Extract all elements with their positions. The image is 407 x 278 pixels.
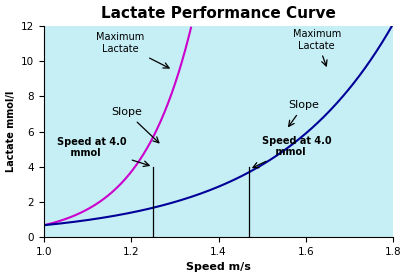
Text: Slope: Slope: [112, 107, 159, 143]
Title: Lactate Performance Curve: Lactate Performance Curve: [101, 6, 336, 21]
Text: Speed at 4.0
    mmol: Speed at 4.0 mmol: [57, 136, 149, 167]
Y-axis label: Lactate mmol/l: Lactate mmol/l: [6, 91, 15, 172]
Text: Maximum
Lactate: Maximum Lactate: [293, 29, 341, 66]
Text: Maximum
Lactate: Maximum Lactate: [96, 33, 169, 68]
Text: Slope: Slope: [288, 100, 319, 126]
X-axis label: Speed m/s: Speed m/s: [186, 262, 251, 272]
Text: Speed at 4.0
    mmol: Speed at 4.0 mmol: [253, 136, 332, 168]
